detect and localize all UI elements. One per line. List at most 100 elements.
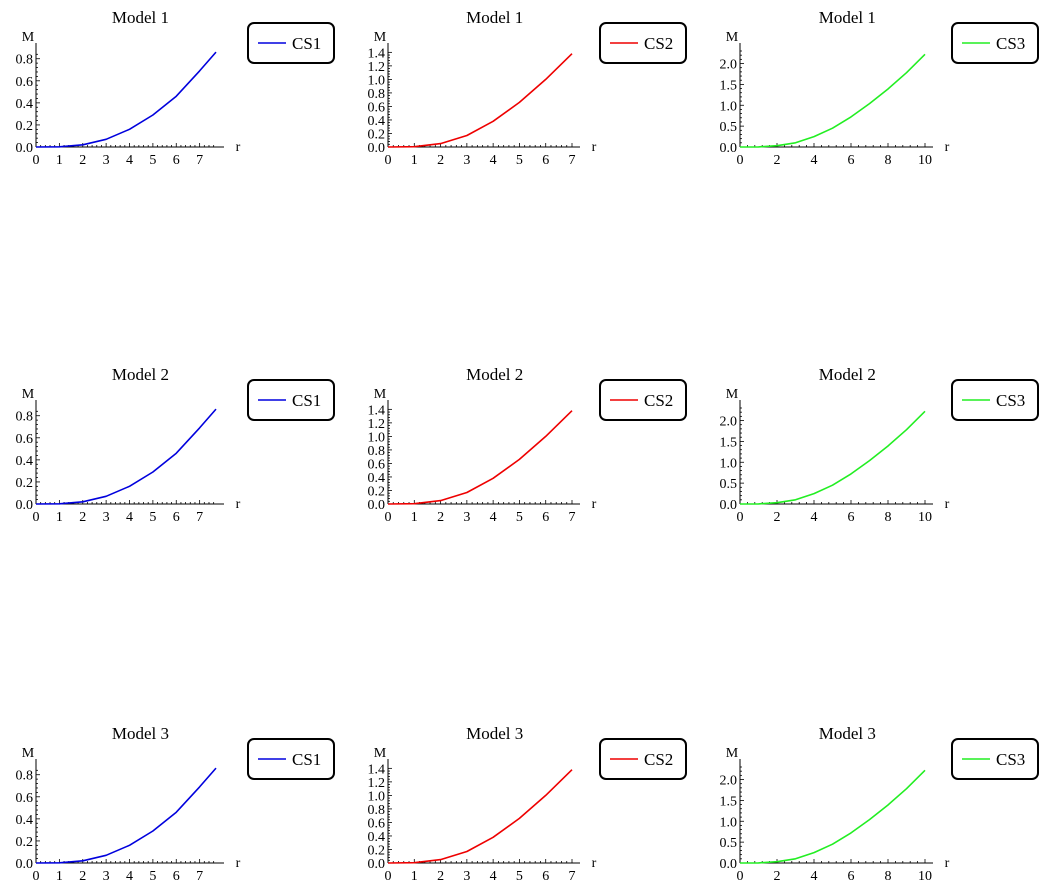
y-tick-label: 0.0: [368, 498, 386, 513]
chart-title: Model 3: [466, 724, 523, 743]
x-tick-label: 7: [569, 153, 576, 168]
x-tick-label: 1: [56, 153, 63, 168]
x-tick-label: 8: [885, 869, 892, 884]
legend-box: [247, 738, 335, 780]
y-tick-label: 1.5: [720, 794, 738, 809]
legend-label: CS1: [292, 750, 321, 769]
x-tick-label: 3: [103, 153, 110, 168]
y-tick-label: 0.2: [16, 476, 34, 491]
y-tick-label: 1.0: [720, 815, 738, 830]
x-axis-label: r: [236, 856, 241, 871]
y-tick-label: 0.0: [16, 141, 34, 156]
legend-label: CS3: [996, 750, 1025, 769]
x-axis-label: r: [236, 497, 241, 512]
y-tick-label: 0.2: [16, 835, 34, 850]
x-tick-label: 0: [737, 869, 744, 884]
x-tick-label: 5: [516, 153, 523, 168]
series-line-cs2: [387, 410, 573, 505]
y-tick-label: 2.0: [720, 415, 738, 430]
x-tick-label: 0: [385, 869, 392, 884]
legend-box: [247, 379, 335, 421]
y-tick-label: 0.2: [368, 484, 386, 499]
y-tick-label: 0.0: [368, 141, 386, 156]
x-tick-label: 6: [173, 869, 180, 884]
legend-box: [247, 22, 335, 64]
x-tick-label: 0: [33, 510, 40, 525]
panel-7: Model 3 Mr 0 1 2 3 4 5 6 7 0.0 0.2 0.4 0.6 0.8 CS1: [16, 724, 335, 884]
y-axis-label: M: [22, 30, 35, 45]
y-tick-label: 1.5: [720, 78, 738, 93]
y-tick-label: 1.5: [720, 435, 738, 450]
legend-box: [599, 22, 687, 64]
series-line-cs3: [739, 410, 926, 505]
x-axis-label: r: [945, 140, 950, 155]
y-tick-label: 1.0: [368, 789, 386, 804]
panel-3: Model 1 Mr 0 2 4 6 8 10 0.0 0.5 1.0 1.5 2.0 CS3: [720, 8, 1039, 168]
x-tick-label: 3: [103, 510, 110, 525]
x-tick-label: 6: [542, 153, 549, 168]
chart-title: Model 3: [112, 724, 169, 743]
panel-4: Model 2 Mr 0 1 2 3 4 5 6 7 0.0 0.2 0.4 0.6 0.8 CS1: [16, 365, 335, 525]
x-axis-label: r: [236, 140, 241, 155]
y-tick-label: 0.6: [368, 816, 386, 831]
y-tick-label: 0.2: [16, 119, 34, 134]
y-tick-label: 0.4: [368, 114, 386, 129]
x-tick-label: 2: [437, 510, 444, 525]
x-tick-label: 2: [79, 153, 86, 168]
series-line-cs1: [35, 767, 217, 864]
chart-title: Model 1: [819, 8, 876, 27]
chart-title: Model 2: [466, 365, 523, 384]
x-tick-label: 7: [569, 869, 576, 884]
y-axis-label: M: [374, 746, 387, 761]
chart-title: Model 3: [819, 724, 876, 743]
x-tick-label: 2: [437, 153, 444, 168]
x-tick-label: 5: [149, 510, 156, 525]
legend-box: [951, 379, 1039, 421]
x-tick-label: 2: [79, 869, 86, 884]
x-tick-label: 4: [811, 510, 818, 525]
y-tick-label: 0.4: [368, 471, 386, 486]
legend-label: CS3: [996, 391, 1025, 410]
series-line-cs3: [739, 53, 926, 148]
panel-2: Model 1 Mr 0 1 2 3 4 5 6 7 0.00.20.40.60.81.01.21.…: [368, 8, 687, 168]
y-tick-label: 0.0: [720, 141, 738, 156]
legend-label: CS1: [292, 391, 321, 410]
x-axis-label: r: [592, 497, 597, 512]
y-tick-label: 1.0: [368, 73, 386, 88]
chart-title: Model 2: [112, 365, 169, 384]
x-tick-label: 6: [542, 510, 549, 525]
x-tick-label: 0: [385, 153, 392, 168]
y-tick-label: 0.0: [16, 857, 34, 872]
y-tick-label: 0.2: [368, 127, 386, 142]
y-axis-label: M: [726, 30, 739, 45]
y-tick-label: 0.4: [16, 97, 34, 112]
legend-box: [951, 738, 1039, 780]
x-tick-label: 2: [774, 869, 781, 884]
y-tick-label: 1.0: [720, 99, 738, 114]
x-tick-label: 5: [149, 869, 156, 884]
x-tick-label: 4: [490, 510, 497, 525]
x-tick-label: 0: [33, 153, 40, 168]
x-tick-label: 5: [149, 153, 156, 168]
x-tick-label: 1: [56, 510, 63, 525]
x-tick-label: 0: [385, 510, 392, 525]
x-tick-label: 7: [569, 510, 576, 525]
y-axis-label: M: [22, 746, 35, 761]
y-tick-label: 0.5: [720, 477, 738, 492]
chart-title: Model 1: [466, 8, 523, 27]
x-tick-label: 4: [811, 153, 818, 168]
series-line-cs3: [739, 769, 926, 864]
x-tick-label: 1: [411, 510, 418, 525]
x-tick-label: 6: [848, 869, 855, 884]
y-tick-label: 0.5: [720, 836, 738, 851]
y-tick-label: 1.0: [720, 456, 738, 471]
x-tick-label: 6: [173, 153, 180, 168]
series-line-cs1: [35, 408, 217, 505]
x-tick-label: 2: [79, 510, 86, 525]
y-tick-label: 0.8: [368, 803, 386, 818]
series-line-cs1: [35, 51, 217, 148]
x-tick-label: 0: [33, 869, 40, 884]
x-tick-label: 1: [56, 869, 63, 884]
y-tick-label: 0.4: [368, 830, 386, 845]
